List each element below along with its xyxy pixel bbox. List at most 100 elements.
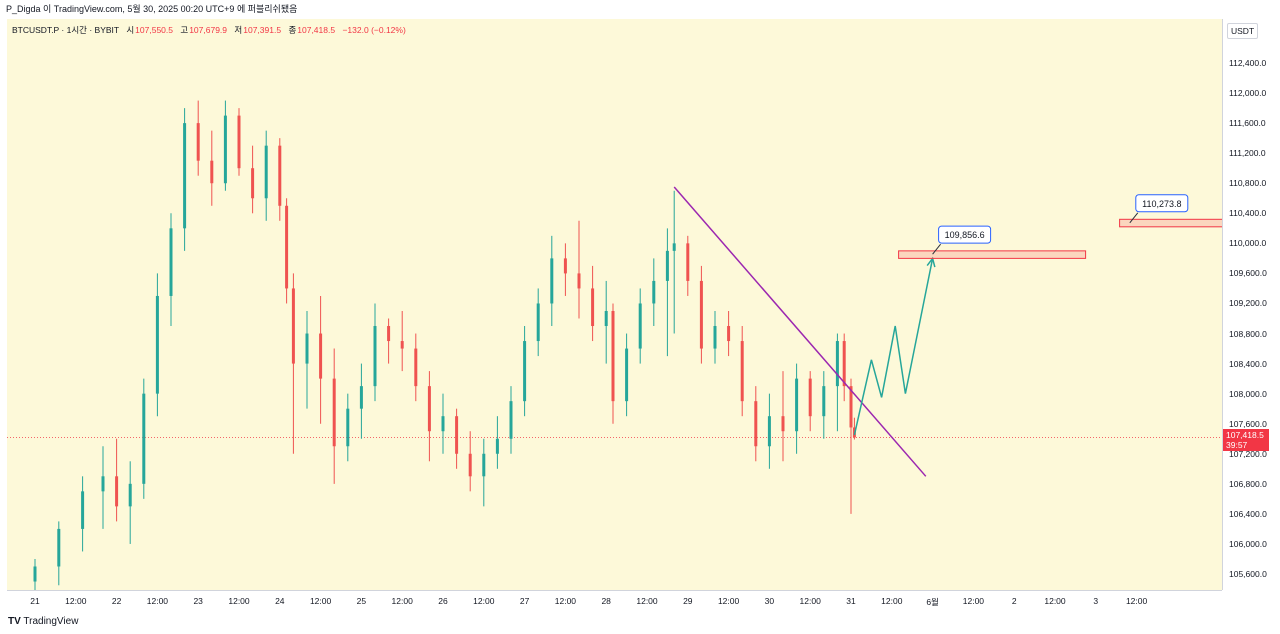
- candle: [781, 371, 785, 462]
- candle-body: [849, 386, 853, 428]
- candle: [665, 228, 669, 357]
- candle-body: [563, 258, 567, 274]
- candle: [373, 303, 377, 402]
- candle: [625, 333, 629, 417]
- high-value: 107,679.9: [189, 25, 228, 35]
- time-tick: 12:00: [473, 596, 495, 606]
- candle: [128, 461, 132, 544]
- candle: [842, 333, 846, 402]
- candle-body: [795, 378, 799, 432]
- chart-plot-area[interactable]: 109,856.6 110,273.8 BTCUSDT.P · 1시간 · BYB…: [7, 19, 1222, 590]
- brand-label: TradingView: [23, 616, 79, 627]
- candle-body: [196, 123, 200, 161]
- candle-body: [665, 250, 669, 281]
- candle-body: [414, 348, 418, 387]
- open-label: 시: [126, 25, 135, 35]
- candle-body: [509, 401, 513, 439]
- candle-body: [699, 280, 703, 349]
- time-axis[interactable]: 21 12:00 22 12:00 23 12:00 24 12:00 25 12:00 26 12:…: [7, 590, 1222, 611]
- candle-body: [291, 288, 295, 364]
- time-tick: 22: [111, 596, 122, 606]
- candle-body: [169, 228, 173, 296]
- candle-body: [359, 386, 363, 409]
- candle: [291, 273, 295, 454]
- attribution-text: P_Digda 이 TradingView.com, 5월 30, 2025 0…: [6, 4, 298, 14]
- price-tick: 110,800.0: [1229, 178, 1267, 189]
- change-value: −132.0 (−0.12%): [342, 25, 406, 35]
- candle: [638, 288, 642, 364]
- candle: [332, 348, 336, 484]
- candle: [264, 130, 268, 221]
- candle: [57, 521, 61, 586]
- candle: [536, 288, 540, 357]
- candle-body: [767, 416, 771, 447]
- candle-body: [251, 168, 255, 199]
- candle: [223, 100, 227, 191]
- current-price-value: 107,418.5: [1226, 430, 1264, 441]
- candle-body: [373, 326, 377, 387]
- candle: [550, 235, 554, 327]
- candle-body: [835, 341, 839, 387]
- zone-callout-label: 109,856.6: [945, 230, 985, 240]
- candle: [577, 220, 581, 319]
- candle: [611, 303, 615, 424]
- candle: [754, 386, 758, 462]
- candle-body: [346, 408, 350, 447]
- candle-body: [142, 393, 146, 484]
- current-price-tag: 107,418.5 39:57: [1223, 429, 1269, 452]
- time-tick: 12:00: [799, 596, 821, 606]
- candle-body: [482, 453, 486, 477]
- candle-body: [237, 115, 241, 169]
- open-value: 107,550.5: [135, 25, 173, 35]
- candle: [183, 108, 187, 251]
- price-tick: 110,000.0: [1229, 238, 1267, 249]
- candle: [81, 476, 85, 552]
- target-zone: [898, 250, 1087, 259]
- time-tick: 25: [356, 596, 367, 606]
- candle: [563, 243, 567, 296]
- tradingview-logo-icon: TV: [8, 616, 21, 627]
- candle: [795, 363, 799, 454]
- candle: [155, 273, 159, 417]
- close-value: 107,418.5: [297, 25, 336, 35]
- low-label: 저: [234, 25, 243, 35]
- time-tick: 24: [275, 596, 285, 606]
- candle: [849, 378, 853, 514]
- price-tick: 106,000.0: [1229, 538, 1267, 549]
- time-tick: 31: [846, 596, 856, 606]
- candle-body: [468, 453, 472, 477]
- candle: [115, 438, 119, 522]
- candle: [319, 295, 323, 424]
- time-tick: 12:00: [554, 596, 577, 606]
- candle-body: [319, 333, 323, 379]
- candle-body: [278, 145, 282, 206]
- candle: [727, 310, 731, 357]
- candle-body: [128, 483, 132, 507]
- price-tick: 110,400.0: [1229, 208, 1267, 219]
- candle-body: [101, 476, 105, 492]
- candle: [414, 333, 418, 402]
- candle: [686, 235, 690, 296]
- candle-body: [822, 386, 826, 417]
- time-tick: 12:00: [962, 596, 985, 606]
- candle-body: [754, 401, 758, 447]
- time-tick: 30: [764, 596, 775, 606]
- candle-body: [842, 341, 846, 387]
- time-tick: 12:00: [146, 596, 169, 606]
- chart-svg[interactable]: 109,856.6 110,273.8: [7, 19, 1222, 590]
- candle: [210, 130, 214, 206]
- price-axis[interactable]: USDT 112,400.0 112,000.0 111,600.0 111,200.…: [1222, 19, 1280, 590]
- price-tick: 106,400.0: [1229, 508, 1267, 519]
- candle-body: [33, 566, 37, 582]
- time-tick: 29: [683, 596, 693, 606]
- candle-body: [115, 476, 119, 507]
- candle-body: [536, 303, 540, 342]
- candle-body: [305, 333, 309, 364]
- bar-countdown: 39:57: [1226, 440, 1248, 451]
- candle-body: [740, 341, 744, 402]
- candle: [169, 213, 173, 327]
- zone-callout-line: [1129, 212, 1139, 224]
- currency-button[interactable]: USDT: [1227, 23, 1259, 39]
- symbol-legend: BTCUSDT.P · 1시간 · BYBIT 시107,550.5 고107,…: [12, 24, 406, 36]
- candle: [142, 378, 146, 499]
